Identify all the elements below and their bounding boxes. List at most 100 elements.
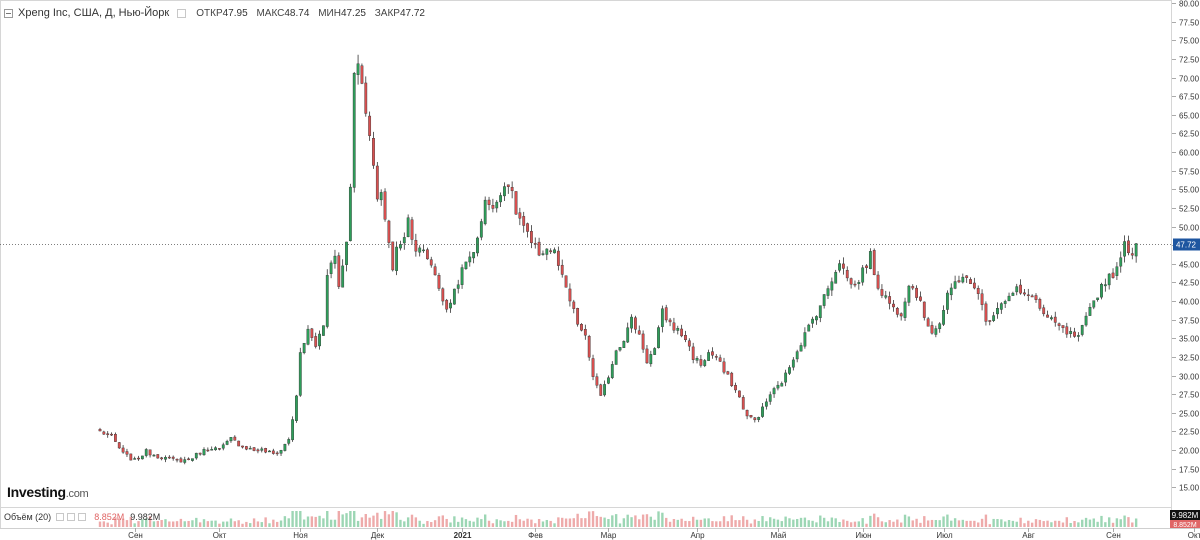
candle[interactable]: [645, 344, 649, 364]
candle[interactable]: [129, 453, 133, 461]
candle[interactable]: [699, 354, 703, 368]
candle[interactable]: [861, 265, 865, 286]
candle[interactable]: [533, 237, 537, 249]
candle[interactable]: [356, 54, 360, 85]
candle[interactable]: [772, 386, 776, 398]
candle[interactable]: [722, 357, 726, 375]
candle[interactable]: [884, 290, 888, 300]
candle[interactable]: [634, 315, 637, 334]
candle[interactable]: [618, 346, 622, 352]
candle[interactable]: [1015, 283, 1019, 296]
candle[interactable]: [607, 375, 610, 385]
candle[interactable]: [1050, 315, 1053, 321]
candle[interactable]: [271, 448, 275, 455]
candle[interactable]: [1073, 327, 1076, 338]
candle[interactable]: [483, 196, 487, 226]
candle[interactable]: [495, 200, 499, 213]
candle[interactable]: [684, 330, 687, 343]
candle[interactable]: [479, 218, 483, 241]
candle[interactable]: [506, 184, 510, 194]
candle[interactable]: [784, 369, 788, 387]
candle[interactable]: [749, 414, 753, 419]
candle[interactable]: [537, 237, 541, 257]
candle[interactable]: [1053, 311, 1057, 327]
candle[interactable]: [1127, 235, 1130, 256]
candle[interactable]: [568, 283, 572, 307]
candle[interactable]: [218, 448, 221, 451]
candle[interactable]: [298, 347, 302, 397]
candle[interactable]: [287, 437, 291, 446]
candle[interactable]: [306, 325, 310, 346]
candle[interactable]: [988, 320, 992, 326]
candle[interactable]: [337, 252, 341, 290]
candle[interactable]: [680, 324, 684, 338]
candle[interactable]: [1042, 304, 1046, 317]
candle[interactable]: [865, 264, 868, 274]
candle[interactable]: [892, 300, 895, 312]
candle[interactable]: [788, 365, 791, 376]
candle[interactable]: [580, 323, 583, 332]
candle[interactable]: [503, 182, 506, 201]
candle[interactable]: [996, 302, 999, 319]
candle[interactable]: [780, 381, 784, 387]
candle[interactable]: [140, 455, 144, 460]
candle[interactable]: [221, 442, 225, 451]
candle[interactable]: [433, 263, 437, 276]
candle[interactable]: [999, 302, 1003, 314]
candle[interactable]: [741, 395, 745, 410]
candle[interactable]: [583, 324, 587, 340]
candle[interactable]: [125, 448, 129, 457]
candle[interactable]: [707, 349, 710, 361]
candle[interactable]: [279, 449, 283, 457]
candle[interactable]: [133, 456, 137, 460]
candle[interactable]: [314, 332, 318, 349]
candle[interactable]: [1115, 262, 1119, 281]
candle[interactable]: [1069, 327, 1073, 338]
candle[interactable]: [653, 347, 657, 355]
candle[interactable]: [360, 63, 364, 85]
candle[interactable]: [1011, 291, 1015, 296]
candle[interactable]: [449, 299, 452, 313]
candle[interactable]: [795, 349, 799, 363]
candle[interactable]: [110, 432, 113, 437]
candle[interactable]: [106, 431, 110, 438]
candle[interactable]: [1100, 282, 1103, 300]
candle[interactable]: [564, 275, 568, 288]
candle[interactable]: [972, 277, 976, 290]
candle[interactable]: [144, 448, 148, 458]
candle[interactable]: [1076, 332, 1080, 342]
candle[interactable]: [556, 246, 560, 271]
candle[interactable]: [560, 259, 564, 278]
candle[interactable]: [275, 451, 279, 456]
candle[interactable]: [375, 161, 379, 202]
candle[interactable]: [845, 266, 849, 282]
candle[interactable]: [984, 301, 988, 326]
candle[interactable]: [1038, 297, 1042, 311]
candle[interactable]: [857, 279, 861, 290]
candle[interactable]: [807, 323, 811, 332]
candle[interactable]: [957, 275, 961, 284]
candle[interactable]: [137, 455, 140, 461]
candle[interactable]: [472, 251, 476, 264]
candle[interactable]: [599, 383, 603, 396]
candle[interactable]: [734, 382, 737, 393]
candle[interactable]: [1057, 322, 1061, 331]
candle[interactable]: [341, 259, 345, 288]
candle[interactable]: [776, 381, 780, 391]
candle[interactable]: [1107, 273, 1111, 290]
candle[interactable]: [114, 432, 117, 442]
candle[interactable]: [826, 285, 830, 300]
candle[interactable]: [302, 342, 306, 355]
candle[interactable]: [838, 259, 841, 273]
candle[interactable]: [888, 291, 892, 310]
volume-settings-icon[interactable]: [67, 513, 76, 521]
candle[interactable]: [406, 214, 410, 238]
candle[interactable]: [676, 325, 680, 335]
candle[interactable]: [352, 71, 356, 193]
candle[interactable]: [499, 192, 502, 208]
candle[interactable]: [911, 284, 915, 291]
candle[interactable]: [622, 340, 626, 349]
candle[interactable]: [595, 373, 599, 389]
candle[interactable]: [761, 403, 764, 418]
candle[interactable]: [976, 285, 980, 300]
